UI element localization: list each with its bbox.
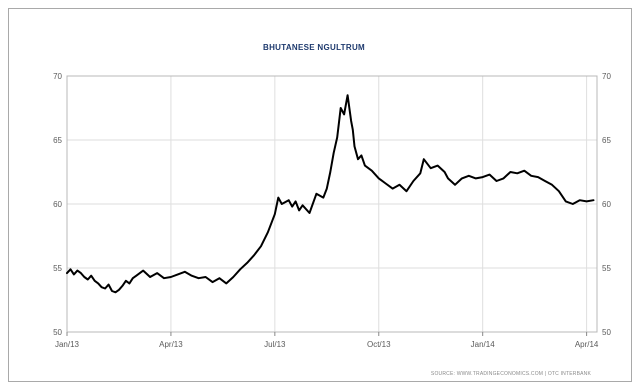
y-axis-right: 50 55 60 65 70 xyxy=(602,72,611,337)
x-tick-label: Apr/13 xyxy=(159,340,183,349)
series-line xyxy=(66,94,595,294)
y-axis-left: 50 55 60 65 70 xyxy=(53,72,62,337)
grid-lines xyxy=(67,75,597,333)
y-tick-label-left: 70 xyxy=(53,72,62,81)
chart-frame: BHUTANESE NGULTRUM 50 55 60 65 70 50 55 60 65 70… xyxy=(8,8,632,382)
y-tick-label-right: 55 xyxy=(602,264,611,273)
y-tick-label-left: 65 xyxy=(53,136,62,145)
y-tick-label-right: 60 xyxy=(602,200,611,209)
y-tick-label-right: 50 xyxy=(602,328,611,337)
y-tick-label-left: 60 xyxy=(53,200,62,209)
x-tick-label: Jan/13 xyxy=(55,340,80,349)
source-credit: SOURCE: WWW.TRADINGECONOMICS.COM | OTC I… xyxy=(431,371,592,377)
line-chart: BHUTANESE NGULTRUM 50 55 60 65 70 50 55 60 65 70… xyxy=(53,43,611,377)
y-tick-label-left: 50 xyxy=(53,328,62,337)
plot-area-border xyxy=(66,75,598,333)
chart-title: BHUTANESE NGULTRUM xyxy=(263,43,365,52)
x-axis: Jan/13 Apr/13 Jul/13 Oct/13 Jan/14 Apr/14 xyxy=(55,332,599,349)
x-tick-label: Oct/13 xyxy=(367,340,391,349)
y-tick-label-left: 55 xyxy=(53,264,62,273)
x-tick-label: Jul/13 xyxy=(264,340,286,349)
x-tick-label: Jan/14 xyxy=(471,340,496,349)
y-tick-label-right: 65 xyxy=(602,136,611,145)
x-tick-label: Apr/14 xyxy=(575,340,599,349)
series-layer xyxy=(66,94,595,294)
y-tick-label-right: 70 xyxy=(602,72,611,81)
